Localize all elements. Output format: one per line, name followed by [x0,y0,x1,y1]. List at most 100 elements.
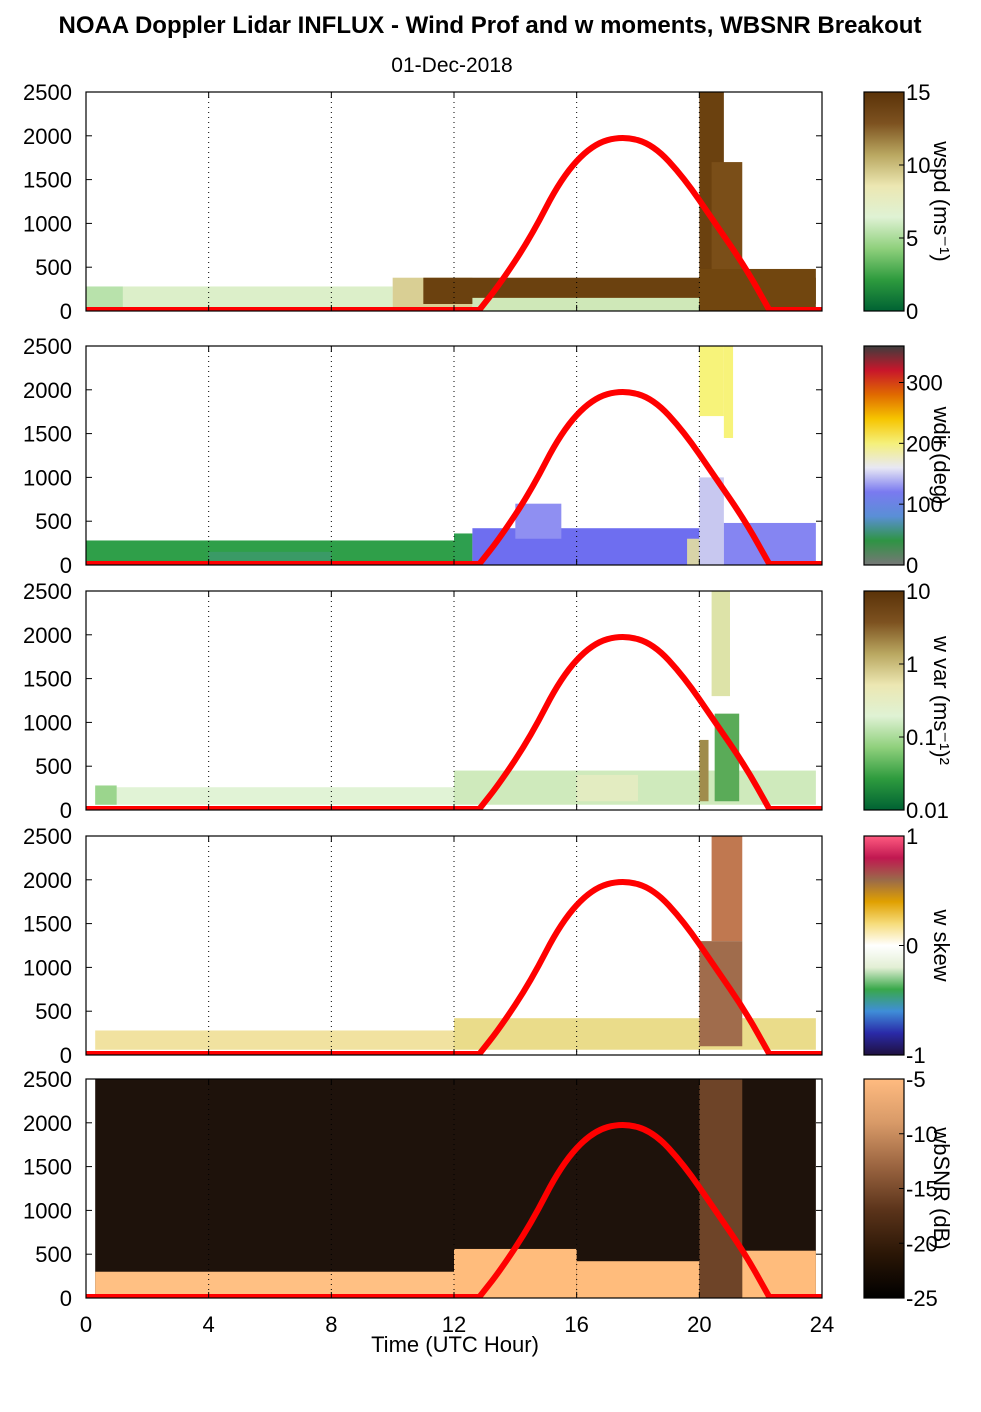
colorbar-tick-label: 300 [906,371,943,396]
colorbar-tick-label: 0.01 [906,798,949,823]
y-tick-label: 0 [60,798,72,823]
colorbar-tick-label: 200 [906,431,943,456]
sun-elevation-arc [476,1121,773,1298]
colorbar-tick-label: 100 [906,492,943,517]
sun-elevation-arc [476,878,773,1055]
sun-elevation-arc [476,388,773,565]
data-region-1 [86,286,393,311]
data-region-8 [699,346,724,417]
colorbar-tick-label: 5 [906,226,918,251]
colorbar-tick-label: 10 [906,153,930,178]
x-tick-label: 24 [810,1312,834,1337]
panel-2: 0 500 1000 1500 2000 2500 0 100 200 300 wdir (deg) [23,334,954,578]
x-tick-label: 20 [687,1312,711,1337]
colorbar-tick-label: 10 [906,579,930,604]
y-tick-label: 2000 [23,124,72,149]
y-tick-label: 0 [60,553,72,578]
y-tick-label: 2500 [23,1067,72,1092]
colorbar-tick-label: -25 [906,1286,938,1311]
data-region-5 [472,297,700,311]
x-tick-label: 16 [564,1312,588,1337]
sun-elevation-arc [476,633,773,810]
y-tick-label: 1500 [23,168,72,193]
y-tick-label: 500 [35,754,72,779]
data-region-6 [687,538,700,565]
y-tick-label: 2000 [23,868,72,893]
colorbar-tick-label: 0 [906,934,918,959]
y-tick-label: 2000 [23,378,72,403]
colorbar-tick-label: -5 [906,1067,926,1092]
x-tick-label: 12 [442,1312,466,1337]
panel-1: 0 500 1000 1500 2000 2500 0 5 10 15 wspd (ms⁻¹) [23,80,954,324]
colorbar [863,835,905,1056]
data-region-4 [576,774,638,802]
panel-data [86,1079,822,1298]
colorbar-tick-label: 1 [906,652,918,677]
panel-4: 0 500 1000 1500 2000 2500 -1 0 1 w skew [23,824,954,1068]
data-region-4 [472,528,700,565]
data-region-5 [699,1079,743,1298]
colorbar [863,91,905,312]
data-region-9 [723,346,734,438]
colorbar-label: w skew [929,908,954,981]
colorbar-label: wbSNR (dB) [929,1126,954,1249]
y-tick-label: 2500 [23,334,72,359]
figure-date: 01-Dec-2018 [391,54,512,77]
data-region-3 [454,1248,577,1298]
sun-elevation-arc [476,134,773,311]
data-region-4 [711,836,743,942]
colorbar-tick-label: -1 [906,1043,926,1068]
colorbar [863,1078,905,1299]
colorbar-tick-label: 15 [906,80,930,105]
y-tick-label: 500 [35,999,72,1024]
panel-data [86,92,822,311]
x-tick-label: 0 [80,1312,92,1337]
x-axis-label: Time (UTC Hour) [371,1332,539,1357]
data-region-10 [723,522,816,565]
y-tick-label: 1000 [23,1198,72,1223]
colorbar-tick-label: 1 [906,824,918,849]
y-tick-label: 1000 [23,710,72,735]
colorbar-tick-label: -20 [906,1231,938,1256]
y-tick-label: 2000 [23,623,72,648]
y-tick-label: 0 [60,299,72,324]
y-tick-label: 500 [35,255,72,280]
data-region-2 [86,286,123,311]
colorbar-tick-label: -10 [906,1122,938,1147]
data-region-1 [95,1030,454,1050]
y-tick-label: 1500 [23,1155,72,1180]
colorbar-tick-label: 0.1 [906,725,937,750]
colorbar-tick-label: 0 [906,553,918,578]
data-region-2 [95,1271,454,1298]
data-region-5 [515,503,562,539]
y-tick-label: 1500 [23,912,72,937]
panel-3: 0 500 1000 1500 2000 2500 0.01 0.1 1 10 w var (ms⁻… [23,579,954,823]
y-tick-label: 1500 [23,667,72,692]
y-tick-label: 1000 [23,465,72,490]
y-tick-label: 2000 [23,1111,72,1136]
data-region-7 [699,477,724,565]
panel-data [86,591,822,810]
y-tick-label: 500 [35,509,72,534]
y-tick-label: 500 [35,1242,72,1267]
colorbar-label: w var (ms⁻¹)² [929,635,954,765]
y-tick-label: 2500 [23,824,72,849]
x-tick-label: 8 [325,1312,337,1337]
data-region-6 [711,591,730,697]
y-tick-label: 2500 [23,80,72,105]
data-region-3 [454,533,473,565]
data-region-4 [576,1261,700,1298]
y-tick-label: 1000 [23,955,72,980]
colorbar [863,590,905,811]
data-region-5 [699,739,709,802]
y-tick-label: 0 [60,1286,72,1311]
colorbar [863,345,905,566]
colorbar-label: wdir (deg) [929,406,954,505]
y-tick-label: 0 [60,1043,72,1068]
panel-5: 0 500 1000 1500 2000 2500 -25 -20 -15 -10 -5 wbSNR … [23,1067,954,1311]
x-tick-label: 4 [203,1312,215,1337]
colorbar-label: wspd (ms⁻¹) [929,140,954,261]
y-tick-label: 1500 [23,422,72,447]
y-tick-label: 1000 [23,211,72,236]
